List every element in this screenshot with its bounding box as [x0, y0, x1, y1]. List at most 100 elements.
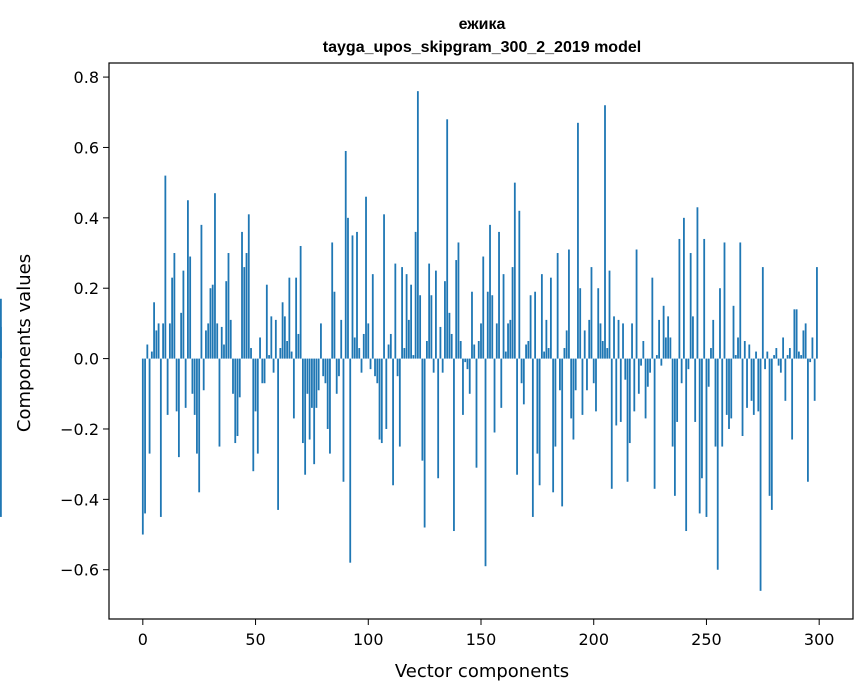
bar [697, 207, 699, 358]
bar [183, 271, 185, 359]
bar [394, 264, 396, 359]
bar [606, 348, 608, 359]
bar [550, 278, 552, 359]
bar [773, 355, 775, 359]
bar [228, 253, 230, 359]
bar [210, 288, 212, 358]
bar [541, 274, 543, 358]
bar [494, 359, 496, 433]
bar [487, 292, 489, 359]
bar [735, 355, 737, 359]
bar [345, 151, 347, 359]
bar [789, 348, 791, 359]
bar [349, 359, 351, 563]
bar [255, 359, 257, 412]
bar [708, 359, 710, 387]
bar [415, 232, 417, 359]
bar [762, 267, 764, 358]
bar [505, 352, 507, 359]
bar [807, 359, 809, 482]
bar [340, 320, 342, 359]
bar [816, 267, 818, 358]
bar [316, 359, 318, 408]
bar [302, 359, 304, 443]
bar [518, 211, 520, 359]
bar [809, 359, 811, 363]
x-tick-label: 100 [353, 630, 384, 649]
bar [760, 359, 762, 591]
bar [214, 193, 216, 358]
bar [805, 323, 807, 358]
bar [683, 218, 685, 359]
bar [146, 345, 148, 359]
x-tick-label: 300 [804, 630, 835, 649]
bar [615, 359, 617, 426]
bar [539, 359, 541, 486]
bar [787, 355, 789, 359]
bar [482, 257, 484, 359]
bar [325, 359, 327, 384]
bar [552, 359, 554, 493]
bar [167, 359, 169, 415]
bar [399, 359, 401, 447]
bar [390, 334, 392, 359]
bar [733, 306, 735, 359]
bar [383, 214, 385, 358]
bar [0, 327, 2, 359]
bar [473, 345, 475, 359]
bar [780, 359, 782, 373]
bar [243, 267, 245, 358]
bar [582, 359, 584, 415]
bar [178, 359, 180, 458]
bar [241, 232, 243, 359]
bar [665, 337, 667, 358]
bar [417, 91, 419, 358]
bar [252, 359, 254, 472]
x-tick-label: 50 [245, 630, 265, 649]
bar [408, 320, 410, 359]
bar [352, 235, 354, 358]
bar [275, 320, 277, 359]
y-tick-label: −0.4 [60, 490, 99, 509]
bar [726, 359, 728, 415]
bar [701, 359, 703, 479]
bar [611, 359, 613, 489]
bar [719, 288, 721, 358]
x-tick-label: 200 [578, 630, 609, 649]
bar [250, 348, 252, 359]
bar [381, 359, 383, 443]
bar [203, 359, 205, 391]
bar [246, 253, 248, 359]
bar [412, 355, 414, 359]
y-tick-label: 0.6 [74, 138, 99, 157]
bar [358, 348, 360, 359]
bar [421, 359, 423, 461]
bar [385, 359, 387, 429]
bar [327, 359, 329, 429]
bar [476, 359, 478, 468]
bar [509, 320, 511, 359]
bar [739, 242, 741, 358]
bar [645, 359, 647, 419]
bar [388, 345, 390, 359]
bar [586, 359, 588, 391]
bar [507, 323, 509, 358]
bar [728, 359, 730, 429]
bar [523, 359, 525, 405]
bar [755, 352, 757, 359]
bar [737, 337, 739, 358]
bar [793, 309, 795, 358]
bar [764, 359, 766, 370]
bar [356, 232, 358, 359]
bar [703, 239, 705, 359]
bar [435, 271, 437, 359]
bar [812, 337, 814, 358]
bar [194, 359, 196, 415]
bar [530, 295, 532, 358]
bar [566, 330, 568, 358]
bar [248, 214, 250, 358]
bar [192, 359, 194, 394]
bar [651, 278, 653, 359]
bar [162, 323, 164, 358]
